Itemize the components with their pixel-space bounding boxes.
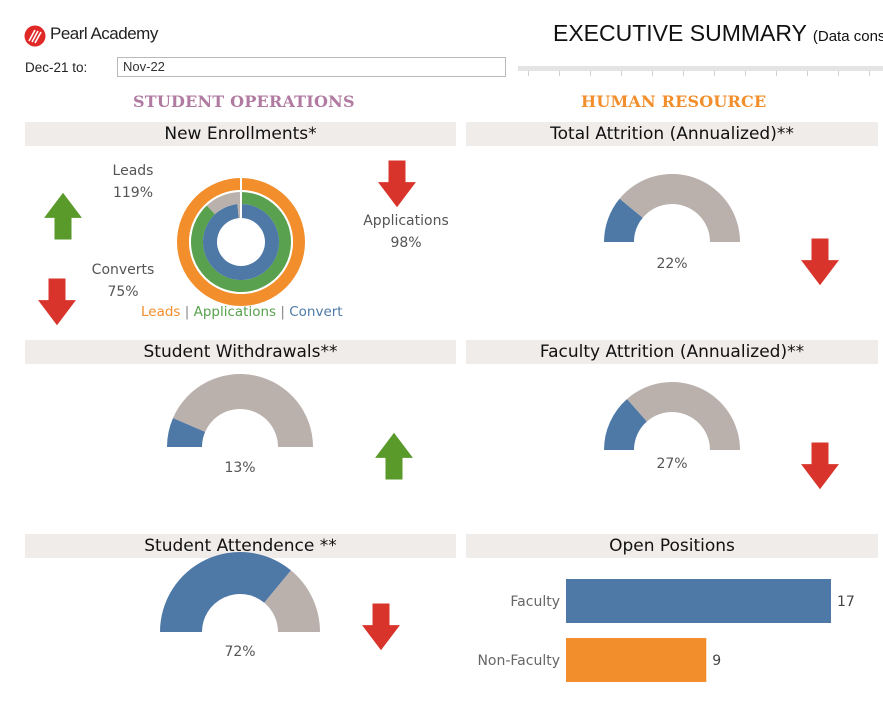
panel-title-student-withdrawals: Student Withdrawals** [25, 340, 456, 364]
kpi-applications-label: Applications [363, 213, 449, 229]
enrollment-legend: Leads | Applications | Convert [141, 304, 343, 320]
gauge-student-attendence-remainder [264, 570, 320, 632]
legend-applications: Applications [193, 304, 277, 320]
legend-leads: Leads [141, 304, 181, 320]
open-positions-bar-non-faculty [566, 638, 707, 682]
kpi-leads-value: 119% [112, 185, 154, 201]
gauge-student-attendence-value [160, 552, 291, 632]
gauge-faculty-attrition-value [604, 398, 647, 450]
page-title-text: EXECUTIVE SUMMARY [553, 20, 807, 46]
page-title: EXECUTIVE SUMMARY (Data consi [553, 20, 883, 47]
date-range-slider[interactable] [518, 66, 883, 76]
total-attrition-down-arrow-icon [798, 237, 842, 287]
slider-tick [559, 71, 560, 76]
gauge-label-student-withdrawals: 13% [224, 460, 256, 476]
leads-up-arrow-icon [41, 191, 85, 241]
panel-title-total-attrition: Total Attrition (Annualized)** [466, 122, 878, 146]
open-positions-value-label: 9 [712, 653, 721, 669]
gauge-label-faculty-attrition: 27% [656, 456, 688, 472]
slider-tick [652, 71, 653, 76]
applications-down-arrow-icon [375, 159, 419, 209]
open-positions-bar-faculty [566, 579, 831, 623]
kpi-converts-label: Converts [91, 262, 155, 278]
gauge-faculty-attrition-remainder [627, 382, 740, 450]
kpi-leads-label: Leads [112, 163, 154, 179]
slider-tick [807, 71, 808, 76]
slider-tick [776, 71, 777, 76]
section-human-resource: HUMAN RESOURCE [581, 92, 767, 111]
slider-tick [838, 71, 839, 76]
open-positions-category-label: Faculty [510, 594, 560, 610]
date-range-input[interactable]: Nov-22 [117, 57, 506, 77]
donut-hole [219, 220, 263, 264]
gauge-label-total-attrition: 22% [656, 256, 688, 272]
gauge-label-student-attendence: 72% [224, 644, 256, 660]
pearl-academy-logo-icon [24, 25, 46, 47]
slider-tick [683, 71, 684, 76]
kpi-applications-value: 98% [390, 235, 422, 251]
slider-tick [869, 71, 870, 76]
gauge-total-attrition-value [604, 198, 643, 242]
brand-name: Pearl Academy [50, 24, 158, 43]
faculty-attrition-down-arrow-icon [798, 441, 842, 491]
slider-tick [528, 71, 529, 76]
kpi-leads: Leads 119% [100, 160, 166, 204]
converts-down-arrow-icon [35, 277, 79, 327]
slider-tick [590, 71, 591, 76]
legend-separator-1: | [180, 304, 194, 320]
slider-tick [714, 71, 715, 76]
kpi-converts-value: 75% [107, 284, 139, 300]
student-withdrawals-up-arrow-icon [372, 431, 416, 481]
panel-title-new-enrollments: New Enrollments* [25, 122, 456, 146]
gauge-student-withdrawals-value [167, 418, 206, 447]
panel-title-open-positions: Open Positions [466, 534, 878, 558]
open-positions-value-label: 17 [837, 594, 855, 610]
panel-title-faculty-attrition: Faculty Attrition (Annualized)** [466, 340, 878, 364]
student-attendence-down-arrow-icon [359, 602, 403, 652]
date-range-label: Dec-21 to: [25, 60, 88, 75]
donut-applications-remainder [206, 192, 241, 215]
kpi-converts: Converts 75% [85, 259, 161, 303]
brand-logo: Pearl Academy [24, 22, 174, 50]
page-title-note: (Data consi [812, 28, 883, 45]
slider-tick [621, 71, 622, 76]
gauge-total-attrition-remainder [619, 174, 740, 242]
open-positions-category-label: Non-Faculty [477, 653, 560, 669]
kpi-applications: Applications 98% [356, 210, 456, 254]
legend-separator-2: | [276, 304, 290, 320]
gauge-student-withdrawals-remainder [173, 374, 313, 447]
slider-tick [745, 71, 746, 76]
section-student-operations: STUDENT OPERATIONS [133, 92, 355, 111]
legend-convert: Convert [289, 304, 343, 320]
donut-convert-slice [202, 204, 279, 280]
